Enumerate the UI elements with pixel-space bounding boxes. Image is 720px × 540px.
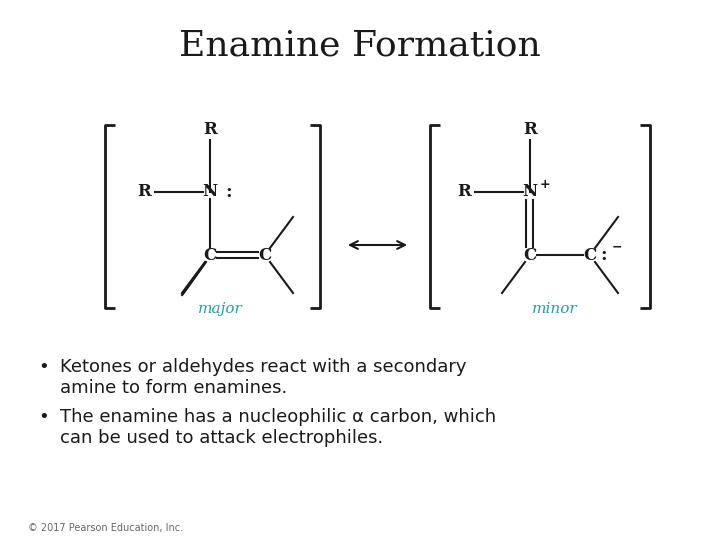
Text: R: R [523,121,537,138]
Text: © 2017 Pearson Education, Inc.: © 2017 Pearson Education, Inc. [28,523,183,533]
Text: •: • [38,358,49,376]
Text: N: N [523,184,538,200]
Text: amine to form enamines.: amine to form enamines. [60,379,287,397]
Text: •: • [38,408,49,426]
Text: C: C [258,246,271,264]
Text: Ketones or aldehydes react with a secondary: Ketones or aldehydes react with a second… [60,358,467,376]
Text: N: N [202,184,217,200]
Text: Enamine Formation: Enamine Formation [179,28,541,62]
Text: +: + [540,178,551,191]
Text: −: − [612,240,623,253]
Text: can be used to attack electrophiles.: can be used to attack electrophiles. [60,429,383,447]
Text: C: C [523,246,536,264]
Text: C: C [583,246,597,264]
Text: R: R [203,121,217,138]
Text: minor: minor [532,302,578,316]
Text: major: major [197,302,243,316]
Text: The enamine has a nucleophilic α carbon, which: The enamine has a nucleophilic α carbon,… [60,408,496,426]
Text: :: : [600,246,607,264]
Text: C: C [203,246,217,264]
Text: :: : [225,183,232,201]
Text: R: R [457,184,471,200]
Text: R: R [138,184,151,200]
